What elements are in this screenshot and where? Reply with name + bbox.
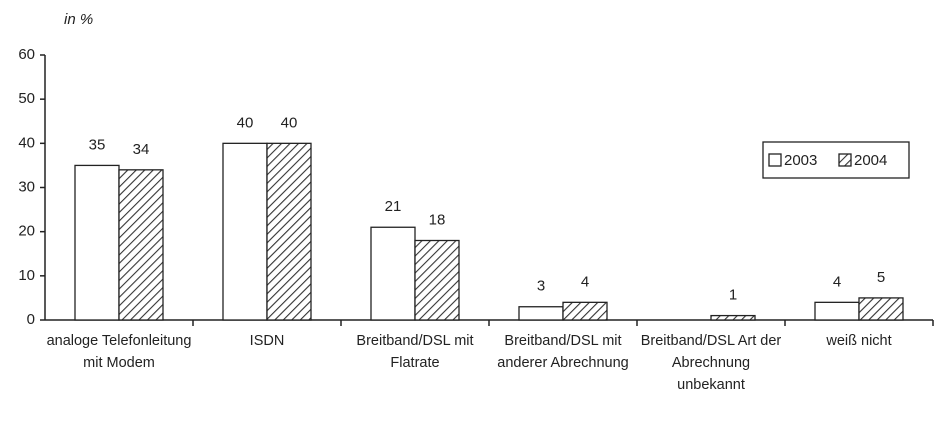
value-label: 4: [833, 273, 841, 290]
x-tick-label: analoge Telefonleitung mit Modem: [46, 333, 192, 371]
subtitle: in %: [64, 11, 93, 28]
y-tick-label: 30: [18, 178, 35, 195]
y-tick-label: 40: [18, 134, 35, 151]
x-tick-label: weiß nicht: [826, 333, 892, 349]
value-label: 40: [281, 114, 298, 131]
x-tick-label: ISDN: [249, 333, 285, 349]
y-tick-label: 0: [27, 311, 35, 328]
bar: [814, 301, 860, 321]
legend-label: 2004: [854, 152, 887, 169]
y-tick-label: 20: [18, 223, 35, 240]
value-label: 21: [385, 198, 402, 215]
value-label: 3: [537, 278, 545, 295]
value-label: 35: [89, 136, 106, 153]
value-label: 34: [133, 141, 150, 158]
y-tick-label: 60: [18, 46, 35, 63]
value-label: 5: [877, 269, 885, 286]
legend-box: [762, 141, 910, 179]
x-tick-label: Breitband/DSL mit Flatrate: [356, 333, 474, 371]
bar: [118, 169, 164, 321]
legend-label: 2003: [784, 152, 817, 169]
bar: [562, 301, 608, 321]
y-tick-label: 50: [18, 90, 35, 107]
bar: [858, 297, 904, 321]
bar: [414, 239, 460, 321]
value-label: 40: [237, 114, 254, 131]
legend-swatch: [838, 153, 852, 167]
x-tick-label: Breitband/DSL mit anderer Abrechnung: [497, 333, 629, 371]
value-label: 4: [581, 273, 589, 290]
bar: [266, 142, 312, 321]
x-tick-label: Breitband/DSL Art der Abrechnung unbekan…: [640, 333, 782, 393]
y-tick-label: 10: [18, 267, 35, 284]
bar: [518, 306, 564, 321]
bar: [74, 164, 120, 321]
value-label: 1: [729, 287, 737, 304]
value-label: 18: [429, 211, 446, 228]
bar: [710, 314, 756, 321]
legend-swatch: [768, 153, 782, 167]
bar: [370, 226, 416, 321]
bar: [222, 142, 268, 321]
